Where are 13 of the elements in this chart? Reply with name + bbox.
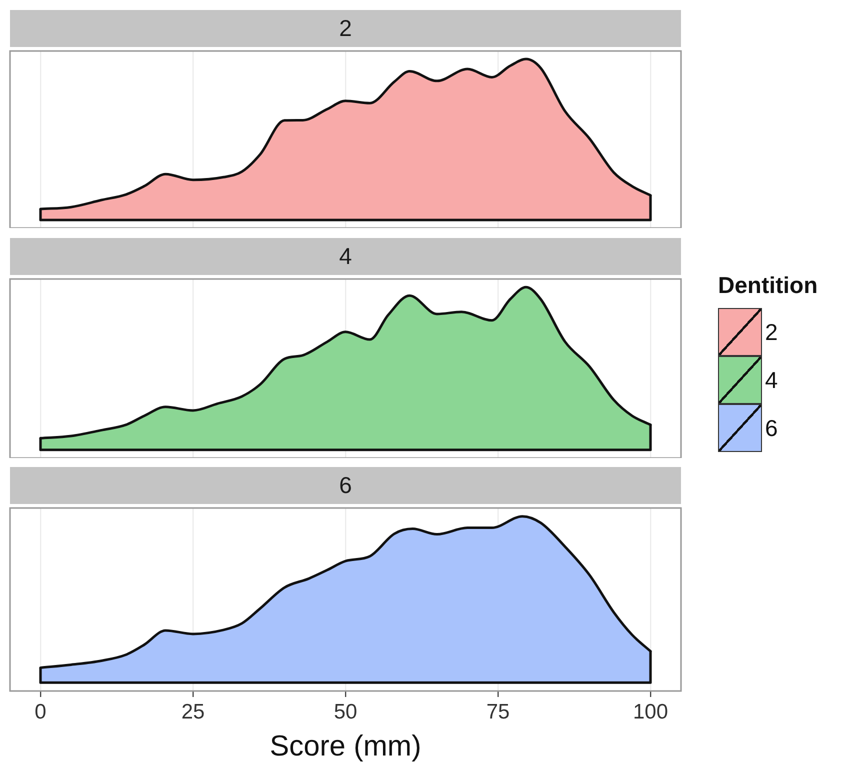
x-tick-label: 0: [34, 700, 46, 724]
x-tick-label: 50: [334, 700, 358, 724]
x-tick-label: 100: [632, 700, 668, 724]
chart-title: 4: [10, 238, 681, 275]
chart-title: 2: [10, 10, 681, 47]
chart-title: 6: [10, 467, 681, 504]
legend-label: 6: [765, 414, 778, 442]
x-axis-title: Score (mm): [270, 730, 422, 763]
x-tick-label: 75: [486, 700, 510, 724]
x-tick-label: 25: [181, 700, 205, 724]
legend-label: 4: [765, 366, 778, 394]
legend-label: 2: [765, 318, 778, 346]
legend-title: Dentition: [718, 272, 818, 299]
